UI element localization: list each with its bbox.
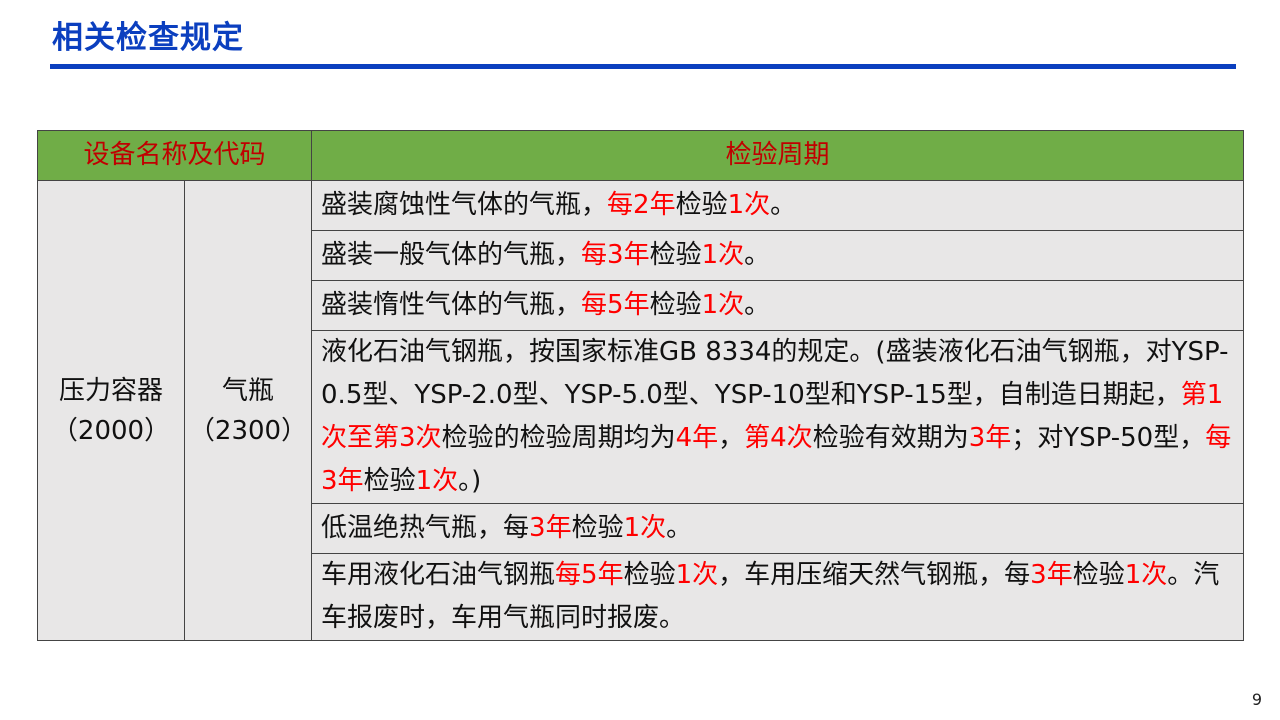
table-row: 压力容器 （2000） 气瓶 （2300） 盛装腐蚀性气体的气瓶，每2年检验1次。 bbox=[37, 180, 1244, 641]
subcategory-code: （2300） bbox=[188, 415, 308, 446]
highlighted-text: 每5年 bbox=[555, 560, 624, 590]
table-header-row: 设备名称及代码 检验周期 bbox=[36, 130, 1244, 181]
header-period: 检验周期 bbox=[311, 130, 1244, 181]
highlighted-text: 4年 bbox=[675, 423, 719, 453]
period-cell: 低温绝热气瓶，每3年检验1次。 bbox=[311, 503, 1244, 554]
category-cell: 压力容器 （2000） bbox=[37, 180, 185, 641]
title-divider bbox=[50, 64, 1236, 69]
period-cell: 车用液化石油气钢瓶每5年检验1次，车用压缩天然气钢瓶，每3年检验1次。汽车报废时… bbox=[311, 553, 1244, 641]
text-segment: 检验有效期为 bbox=[812, 423, 969, 453]
period-cell: 盛装腐蚀性气体的气瓶，每2年检验1次。 bbox=[311, 180, 1244, 231]
text-segment: 。 bbox=[744, 240, 771, 270]
table-row: 低温绝热气瓶，每3年检验1次。 bbox=[38, 503, 1244, 554]
highlighted-text: 3年 bbox=[968, 423, 1012, 453]
page-number: 9 bbox=[1251, 690, 1262, 709]
highlighted-text: 第1次至第3次 bbox=[321, 380, 1224, 453]
highlighted-text: 1次 bbox=[701, 290, 745, 320]
text-segment: ，车用压缩天然气钢瓶，每 bbox=[718, 560, 1031, 590]
highlighted-text: 第4次 bbox=[744, 423, 813, 453]
highlighted-text: 每3年 bbox=[581, 240, 650, 270]
highlighted-text: 1次 bbox=[415, 466, 459, 496]
text-segment: 检验 bbox=[1072, 560, 1125, 590]
highlighted-text: 1次 bbox=[675, 560, 719, 590]
page-title: 相关检查规定 bbox=[52, 20, 244, 56]
text-segment: 。 bbox=[744, 290, 771, 320]
text-segment: ， bbox=[718, 423, 745, 453]
header-equipment: 设备名称及代码 bbox=[36, 130, 313, 181]
text-segment: 检验 bbox=[623, 560, 676, 590]
text-segment: 检验 bbox=[363, 466, 416, 496]
period-cell: 盛装一般气体的气瓶，每3年检验1次。 bbox=[311, 230, 1244, 281]
text-segment: 低温绝热气瓶，每 bbox=[321, 513, 530, 543]
subcategory-name: 气瓶 bbox=[222, 375, 275, 406]
text-segment: 液化石油气钢瓶，按国家标准GB 8334的规定。(盛装液化石油气钢瓶，对YSP-… bbox=[321, 337, 1229, 410]
inspection-table: 设备名称及代码 检验周期 压力容器 （2000） 气瓶 （2300） 盛装腐蚀性气体… bbox=[36, 130, 1244, 641]
period-cell: 盛装惰性气体的气瓶，每5年检验1次。 bbox=[311, 280, 1244, 331]
text-segment: 。 bbox=[770, 190, 797, 220]
highlighted-text: 1次 bbox=[1124, 560, 1168, 590]
text-segment: 。) bbox=[458, 466, 482, 496]
highlighted-text: 1次 bbox=[727, 190, 771, 220]
text-segment: 。 bbox=[666, 513, 693, 543]
table-row: 盛装惰性气体的气瓶，每5年检验1次。 bbox=[38, 280, 1244, 331]
text-segment: ；对YSP-50型， bbox=[1011, 423, 1206, 453]
table-row: 液化石油气钢瓶，按国家标准GB 8334的规定。(盛装液化石油气钢瓶，对YSP-… bbox=[38, 330, 1244, 504]
text-segment: 检验 bbox=[571, 513, 624, 543]
highlighted-text: 3年 bbox=[529, 513, 572, 543]
highlighted-text: 1次 bbox=[623, 513, 667, 543]
highlighted-text: 3年 bbox=[1030, 560, 1073, 590]
text-segment: 。汽车报废时，车用气瓶同时报废。 bbox=[321, 560, 1220, 633]
text-segment: 盛装惰性气体的气瓶， bbox=[321, 290, 582, 320]
table-row: 车用液化石油气钢瓶每5年检验1次，车用压缩天然气钢瓶，每3年检验1次。汽车报废时… bbox=[38, 553, 1244, 641]
text-segment: 盛装腐蚀性气体的气瓶， bbox=[321, 190, 608, 220]
highlighted-text: 每2年 bbox=[607, 190, 676, 220]
subcategory-cell: 气瓶 （2300） bbox=[183, 180, 313, 641]
category-code: （2000） bbox=[51, 415, 171, 446]
text-segment: 盛装一般气体的气瓶， bbox=[321, 240, 582, 270]
text-segment: 检验 bbox=[649, 290, 702, 320]
text-segment: 检验 bbox=[675, 190, 728, 220]
text-segment: 检验的检验周期均为 bbox=[441, 423, 676, 453]
highlighted-text: 1次 bbox=[701, 240, 745, 270]
highlighted-text: 每3年 bbox=[321, 423, 1232, 496]
category-name: 压力容器 bbox=[58, 375, 163, 406]
period-cell: 液化石油气钢瓶，按国家标准GB 8334的规定。(盛装液化石油气钢瓶，对YSP-… bbox=[311, 330, 1244, 504]
text-segment: 车用液化石油气钢瓶 bbox=[321, 560, 556, 590]
table-row: 盛装一般气体的气瓶，每3年检验1次。 bbox=[38, 230, 1244, 281]
text-segment: 检验 bbox=[649, 240, 702, 270]
highlighted-text: 每5年 bbox=[581, 290, 650, 320]
